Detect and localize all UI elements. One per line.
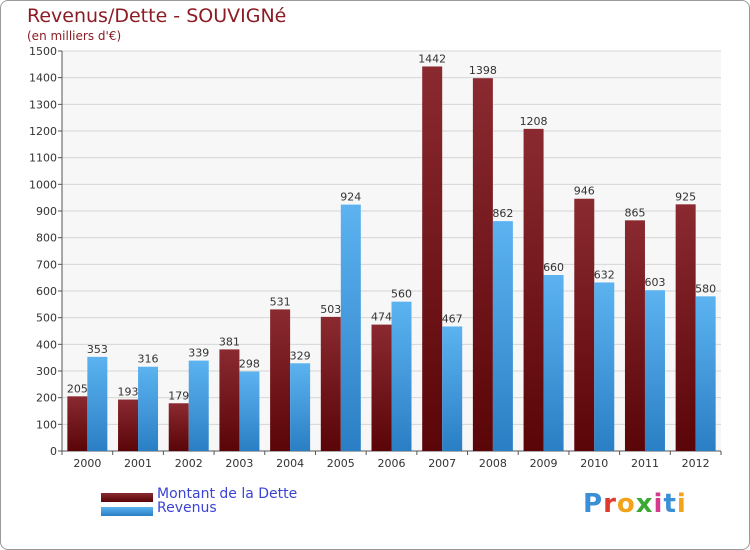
data-label: 193: [118, 386, 139, 399]
y-tick-label: 200: [36, 392, 57, 405]
y-tick-label: 1300: [29, 98, 57, 111]
bar-revenus: [290, 363, 311, 451]
data-label: 298: [239, 358, 260, 371]
y-tick-label: 500: [36, 312, 57, 325]
x-tick-label: 2011: [631, 457, 659, 470]
y-tick-label: 1500: [29, 45, 57, 58]
bars: [67, 66, 716, 451]
data-labels: 205 353 193 316 179 339 381 298 531 329 503 924 474 5…: [67, 52, 716, 402]
bar-revenus: [391, 301, 412, 451]
data-label: 531: [270, 295, 291, 308]
chart-subtitle: (en milliers d'€): [27, 29, 122, 43]
bar-dette: [67, 396, 88, 451]
bar-dette: [219, 349, 240, 451]
bar-revenus: [543, 275, 564, 451]
logo-letter: t: [663, 489, 677, 519]
legend-swatch-debt: [101, 493, 153, 502]
y-tick-label: 1000: [29, 178, 57, 191]
bar-revenus: [138, 366, 159, 451]
data-label: 632: [594, 268, 615, 281]
bar-dette: [624, 220, 645, 451]
y-tick-label: 700: [36, 258, 57, 271]
y-tick-label: 1200: [29, 125, 57, 138]
bar-dette: [168, 403, 189, 451]
y-tick-label: 300: [36, 365, 57, 378]
data-label: 865: [624, 206, 645, 219]
x-tick-label: 2010: [580, 457, 608, 470]
data-label: 925: [675, 190, 696, 203]
data-label: 339: [188, 347, 209, 360]
data-label: 1398: [469, 64, 497, 77]
x-tick-label: 2005: [327, 457, 355, 470]
bar-revenus: [442, 326, 463, 451]
logo-letter: x: [635, 489, 654, 519]
logo-letter: i: [653, 489, 664, 519]
data-label: 316: [138, 353, 159, 366]
bar-dette: [675, 204, 696, 451]
x-tick-label: 2002: [175, 457, 203, 470]
data-label: 467: [442, 312, 463, 325]
legend-label-revenus: Revenus: [157, 500, 217, 516]
y-tick-label: 1400: [29, 72, 57, 85]
y-tick-label: 900: [36, 205, 57, 218]
bar-revenus: [492, 221, 513, 451]
data-label: 474: [371, 311, 392, 324]
bar-dette: [118, 399, 139, 451]
x-tick-label: 2001: [124, 457, 152, 470]
bar-dette: [371, 324, 392, 451]
y-tick-label: 0: [50, 445, 57, 458]
y-tick-label: 600: [36, 285, 57, 298]
x-tick-label: 2007: [428, 457, 456, 470]
bar-revenus: [239, 371, 260, 451]
bar-dette: [574, 198, 595, 451]
bar-dette: [472, 78, 493, 451]
data-label: 179: [168, 389, 189, 402]
logo-letter: P: [583, 489, 604, 519]
data-label: 329: [290, 349, 311, 362]
y-tick-label: 100: [36, 418, 57, 431]
chart-title: Revenus/Dette - SOUVIGNé: [27, 5, 287, 27]
x-tick-label: 2012: [682, 457, 710, 470]
logo-letter: r: [603, 489, 617, 519]
data-label: 503: [320, 303, 341, 316]
bar-revenus: [188, 360, 209, 451]
x-tick-label: 2004: [276, 457, 304, 470]
data-label: 580: [695, 282, 716, 295]
data-label: 205: [67, 382, 88, 395]
data-label: 660: [543, 261, 564, 274]
data-label: 946: [574, 185, 595, 198]
bar-dette: [270, 309, 291, 451]
data-label: 1208: [520, 115, 548, 128]
y-tick-label: 400: [36, 338, 57, 351]
data-label: 862: [492, 207, 513, 220]
data-label: 353: [87, 343, 108, 356]
y-tick-label: 1100: [29, 152, 57, 165]
proxiti-logo: Proxiti: [583, 489, 687, 519]
logo-letter: o: [616, 489, 636, 519]
data-label: 603: [644, 276, 665, 289]
legend-label-debt: Montant de la Dette: [157, 486, 298, 502]
data-label: 381: [219, 335, 240, 348]
bar-dette: [422, 66, 443, 451]
bar-revenus: [87, 356, 108, 451]
data-label: 1442: [418, 52, 446, 65]
x-tick-label: 2006: [378, 457, 406, 470]
bar-revenus: [340, 204, 361, 451]
x-tick-label: 2009: [530, 457, 558, 470]
data-label: 560: [391, 288, 412, 301]
bar-revenus: [594, 282, 615, 451]
y-tick-label: 800: [36, 232, 57, 245]
bar-dette: [523, 128, 544, 451]
bar-revenus: [644, 290, 665, 451]
legend-swatch-revenus: [101, 507, 153, 516]
logo-letter: i: [676, 489, 687, 519]
bar-dette: [320, 316, 341, 451]
x-tick-label: 2000: [73, 457, 101, 470]
x-tick-label: 2003: [225, 457, 253, 470]
bar-revenus: [695, 296, 716, 451]
data-label: 924: [340, 191, 361, 204]
x-tick-label: 2008: [479, 457, 507, 470]
